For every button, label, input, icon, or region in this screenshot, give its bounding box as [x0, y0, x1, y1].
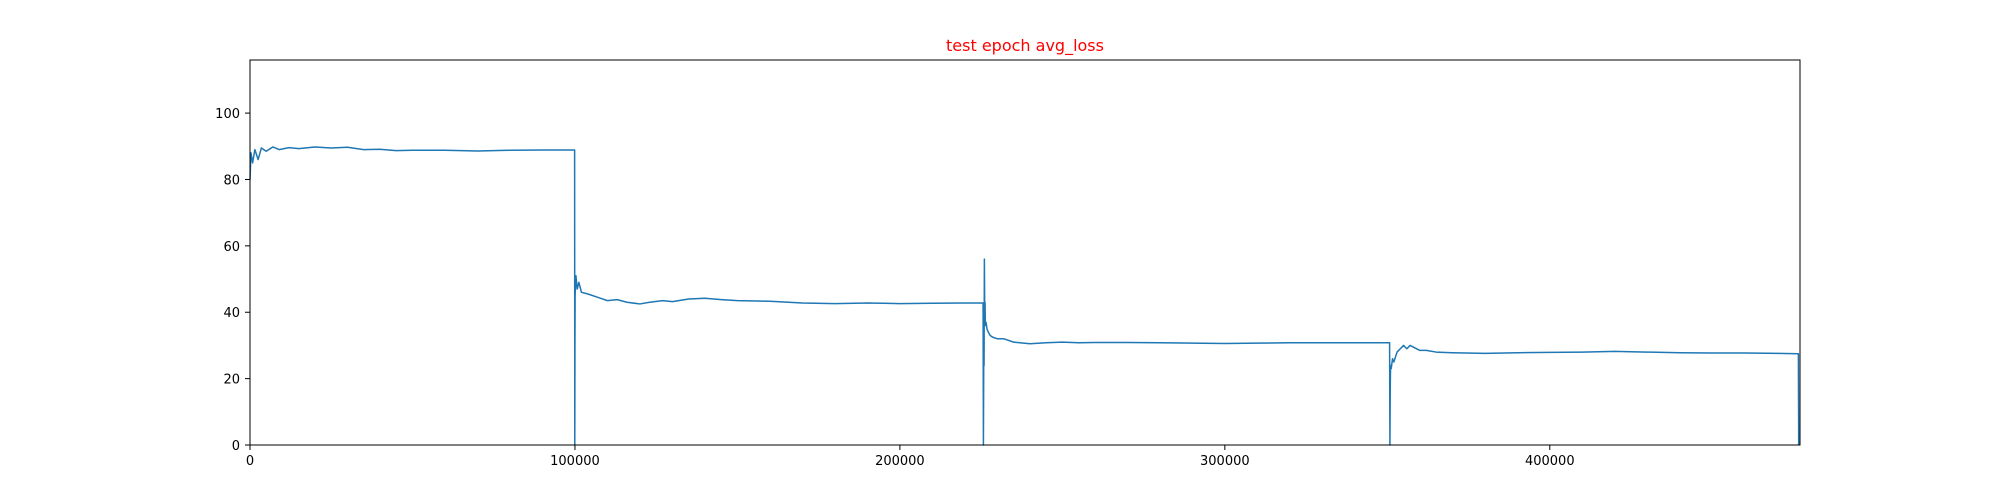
y-tick-label: 80: [223, 173, 240, 188]
x-tick-label: 400000: [1525, 454, 1575, 469]
x-tick-label: 0: [246, 454, 254, 469]
x-tick-label: 100000: [550, 454, 600, 469]
plot-frame: [249, 59, 1801, 446]
x-tick-label: 200000: [875, 454, 925, 469]
y-tick-label: 100: [215, 107, 240, 122]
axes-layer: 0 100000 200000 300000 400000 0 20 40 60 80 100: [215, 59, 1801, 469]
series-layer: [249, 146, 1800, 446]
y-tick-label: 60: [223, 240, 240, 255]
x-tick-label: 300000: [1200, 454, 1250, 469]
series-line-0: [249, 146, 1800, 446]
y-tick-label: 0: [232, 439, 240, 454]
y-tick-label: 40: [223, 306, 240, 321]
chart-title: test epoch avg_loss: [946, 36, 1104, 56]
y-tick-label: 20: [223, 373, 240, 388]
